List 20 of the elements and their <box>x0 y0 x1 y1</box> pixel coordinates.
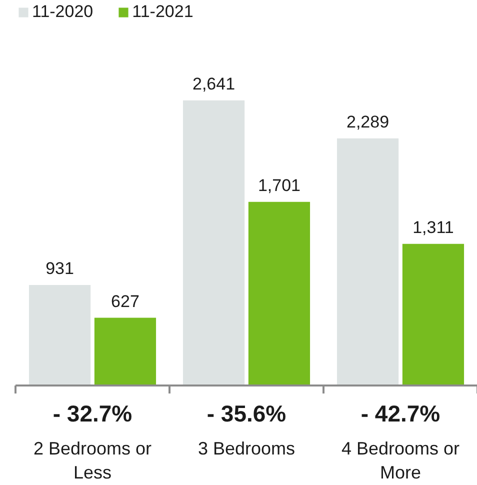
legend-label: 11-2021 <box>132 2 194 22</box>
x-tick-label: 3 Bedrooms <box>198 438 296 458</box>
bar <box>402 244 464 386</box>
x-tick-label: 4 Bedrooms or More <box>341 438 460 482</box>
text: - 35.6% <box>206 400 286 426</box>
bar <box>336 138 399 386</box>
data-label: 1,701 <box>258 176 300 195</box>
data-label: 2,289 <box>346 112 390 132</box>
data-label: 931 <box>46 258 74 278</box>
legend-label: 11-2020 <box>32 2 94 22</box>
x-tick-label: 2 Bedrooms or Less <box>33 438 152 482</box>
bar <box>182 100 245 386</box>
bar <box>248 202 310 386</box>
data-label: 627 <box>111 292 140 311</box>
bar <box>28 284 91 386</box>
data-label: 2,641 <box>192 74 236 94</box>
text: - 42.7% <box>360 400 440 426</box>
bar <box>94 318 156 386</box>
data-label: 1,311 <box>412 218 454 237</box>
text: - 32.7% <box>52 400 132 426</box>
